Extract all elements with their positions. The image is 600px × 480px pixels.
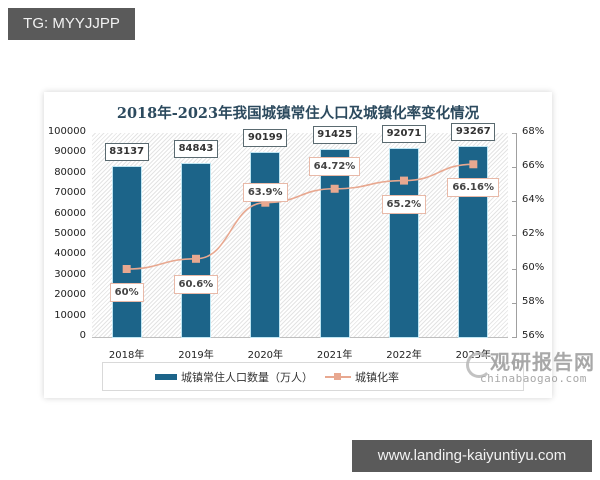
- line-value-label: 60.6%: [173, 274, 219, 294]
- x-tick-label: 2022年: [386, 350, 422, 361]
- line-value-label: 60%: [109, 283, 144, 302]
- y-tick-mark-right: [512, 303, 517, 304]
- y-tick-right: 60%: [522, 262, 545, 273]
- line-path: [126, 163, 474, 270]
- x-tick-label: 2021年: [316, 350, 353, 361]
- bar-value-label: 92071: [382, 125, 426, 144]
- watermark-cn: 观研报告网: [490, 350, 595, 374]
- line-value-label: 63.9%: [242, 182, 288, 202]
- x-tick-label: 2020年: [247, 350, 284, 361]
- y-tick-mark-right: [512, 201, 517, 202]
- legend: 城镇常住人口数量（万人） 城镇化率: [102, 362, 524, 391]
- bar: [320, 150, 349, 337]
- line-marker: [400, 176, 408, 185]
- line-marker: [192, 254, 200, 263]
- tag-top: TG: MYYJJPP: [8, 8, 135, 40]
- y-tick-left: 90000: [54, 146, 86, 158]
- line-marker: [469, 160, 478, 169]
- bar-value-label: 93267: [451, 122, 496, 141]
- tag-bottom: www.landing-kaiyuntiyu.com: [352, 440, 592, 472]
- watermark-en: chinabaogao.com: [480, 372, 587, 385]
- watermark-logo-icon: [466, 352, 492, 378]
- y-tick-right: 64%: [522, 194, 545, 205]
- legend-line-label: 城镇化率: [355, 371, 399, 384]
- bar-value-label: 90199: [243, 128, 288, 147]
- y-tick-left: 100000: [47, 126, 86, 137]
- line-value-label: 65.2%: [381, 194, 427, 214]
- y-tick-mark-right: [512, 133, 517, 134]
- y-tick-left: 10000: [54, 309, 86, 321]
- y-tick-mark-right: [512, 235, 517, 236]
- bar: [112, 167, 141, 337]
- legend-bar-label: 城镇常住人口数量（万人）: [181, 371, 313, 384]
- y-tick-mark-right: [512, 167, 517, 168]
- y-tick-right: 62%: [522, 228, 545, 239]
- y-tick-left: 50000: [54, 228, 86, 239]
- y-tick-mark-right: [512, 337, 517, 338]
- bar-value-label: 91425: [312, 126, 357, 145]
- chart-title: 2018年-2023年我国城镇常住人口及城镇化率变化情况: [116, 105, 480, 122]
- x-tick-label: 2018年: [108, 350, 145, 361]
- y-tick-left: 60000: [54, 207, 86, 219]
- plot-area: [92, 133, 508, 337]
- y-tick-right: 66%: [522, 160, 545, 171]
- line-value-label: 64.72%: [308, 156, 361, 176]
- line-marker: [261, 198, 270, 207]
- bar-value-label: 84843: [174, 139, 218, 158]
- y-tick-right: 58%: [522, 296, 545, 307]
- line-marker: [122, 265, 131, 273]
- bar: [182, 163, 210, 337]
- y-tick-left: 0: [79, 330, 86, 341]
- legend-bar-swatch: [155, 374, 177, 380]
- x-axis-line: [92, 337, 508, 338]
- line-series: [122, 160, 478, 273]
- bar-value-label: 83137: [104, 143, 149, 162]
- y-tick-right: 68%: [522, 126, 545, 137]
- legend-line-marker: [334, 373, 341, 380]
- line-value-label: 66.16%: [447, 178, 499, 198]
- chart-card: 2018年-2023年我国城镇常住人口及城镇化率变化情况 100000 90000…: [44, 92, 594, 398]
- y-tick-left: 20000: [54, 289, 86, 301]
- y-tick-mark-right: [512, 269, 517, 270]
- line-marker: [330, 184, 339, 193]
- y-tick-left: 70000: [54, 187, 86, 199]
- y-tick-left: 80000: [54, 166, 86, 178]
- y-tick-left: 30000: [54, 268, 86, 280]
- y-tick-right: 56%: [522, 330, 545, 341]
- y-tick-left: 40000: [54, 248, 86, 260]
- x-tick-label: 2019年: [178, 350, 214, 361]
